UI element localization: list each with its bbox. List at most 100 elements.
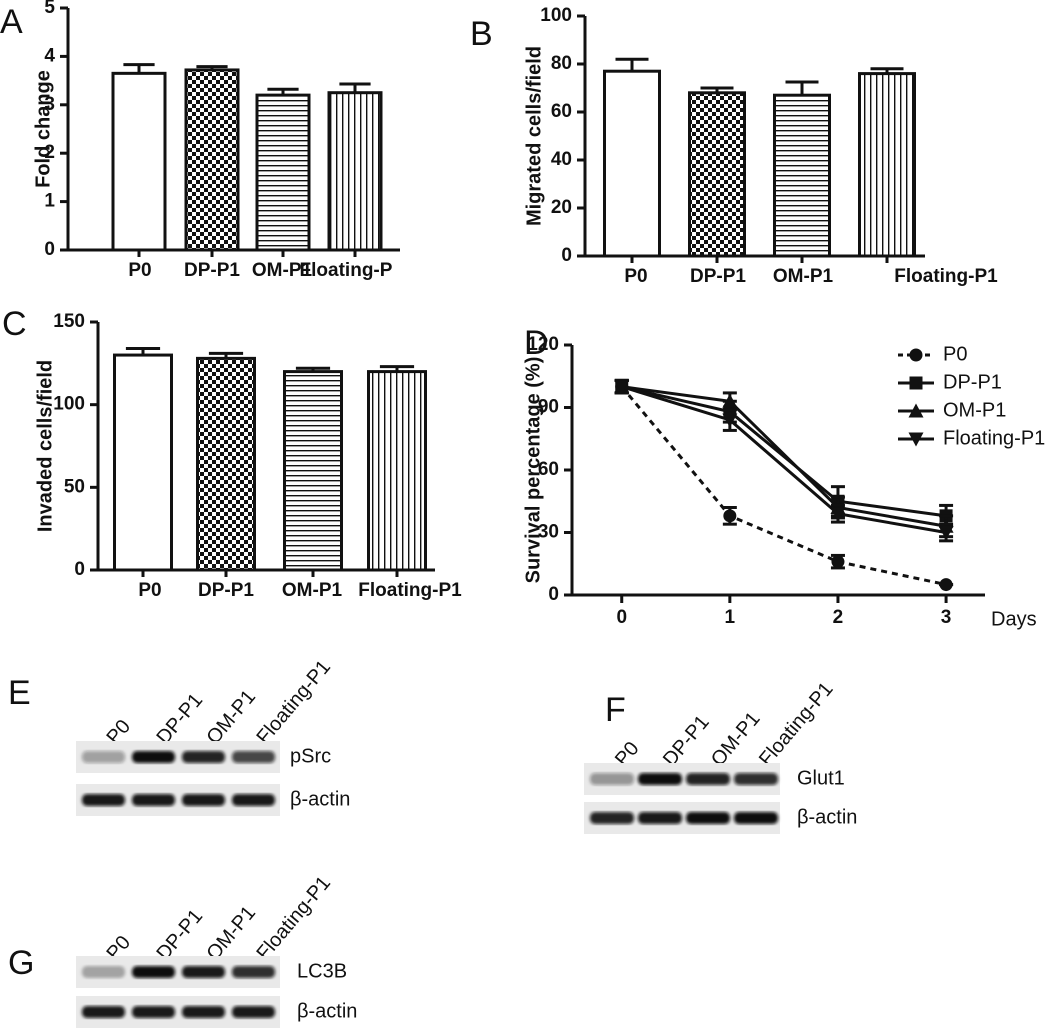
y-axis-label: Migrated cells/field bbox=[523, 46, 545, 226]
x-tick-label: Floating-P1 bbox=[894, 266, 998, 287]
x-tick-label: P0 bbox=[624, 266, 647, 287]
series-line bbox=[621, 385, 947, 518]
bar bbox=[255, 93, 311, 252]
panel-letter: A bbox=[0, 3, 23, 41]
panel-letter: E bbox=[8, 674, 31, 712]
bar bbox=[196, 356, 256, 572]
x-tick-label: OM-P1 bbox=[252, 260, 313, 281]
legend-label: DP-P1 bbox=[943, 371, 1002, 393]
y-tick-label: 1 bbox=[44, 191, 55, 212]
bar bbox=[603, 69, 661, 258]
point bbox=[722, 413, 738, 428]
y-tick-label: 0 bbox=[548, 584, 559, 605]
lane-label: DP-P1 bbox=[659, 711, 714, 770]
x-axis-label: Days bbox=[991, 608, 1037, 630]
x-tick-label: OM-P1 bbox=[282, 580, 343, 601]
x-tick-label: 3 bbox=[941, 607, 952, 628]
lane-label: Floating-P1 bbox=[253, 872, 336, 964]
bar bbox=[113, 353, 173, 572]
x-tick-label: DP-P1 bbox=[184, 260, 240, 281]
bar bbox=[327, 91, 383, 252]
y-tick-label: 2 bbox=[44, 142, 55, 163]
point bbox=[830, 507, 846, 522]
band-label: Glut1 bbox=[797, 767, 845, 789]
y-tick-label: 60 bbox=[551, 101, 572, 122]
blot-band bbox=[232, 794, 275, 806]
lane-label: OM-P1 bbox=[203, 686, 261, 749]
blot-band bbox=[182, 794, 225, 806]
y-tick-label: 0 bbox=[74, 559, 85, 580]
y-tick-label: 150 bbox=[53, 311, 85, 332]
y-tick-label: 0 bbox=[561, 245, 572, 266]
blot-band bbox=[638, 812, 682, 824]
x-tick-label: P0 bbox=[138, 580, 161, 601]
y-tick-label: 5 bbox=[44, 0, 55, 18]
y-tick-label: 40 bbox=[551, 149, 572, 170]
blot-band bbox=[132, 966, 175, 978]
legend-label: Floating-P1 bbox=[943, 427, 1045, 449]
blot-band bbox=[132, 1006, 175, 1018]
lane-label: OM-P1 bbox=[707, 708, 765, 771]
y-axis-label: Fold change bbox=[32, 70, 54, 188]
y-tick-label: 3 bbox=[44, 94, 55, 115]
y-tick-label: 90 bbox=[538, 397, 559, 418]
point bbox=[939, 578, 953, 592]
x-tick-label: OM-P1 bbox=[773, 266, 834, 287]
bar bbox=[111, 71, 167, 252]
legend-label: OM-P1 bbox=[943, 399, 1006, 421]
panel-letter: F bbox=[605, 691, 626, 729]
blot-band bbox=[734, 812, 778, 824]
y-tick-label: 120 bbox=[527, 334, 559, 355]
x-tick-label: DP-P1 bbox=[690, 266, 746, 287]
series-line bbox=[621, 385, 947, 528]
series-line bbox=[620, 385, 947, 587]
lane-label: OM-P1 bbox=[203, 902, 261, 965]
blot-band bbox=[182, 966, 225, 978]
x-tick-label: 0 bbox=[616, 607, 627, 628]
y-axis-label: Survival percentage (%) bbox=[522, 357, 544, 584]
y-tick-label: 100 bbox=[540, 5, 572, 26]
x-tick-label: P0 bbox=[128, 260, 151, 281]
point bbox=[614, 380, 630, 395]
y-tick-label: 60 bbox=[538, 459, 559, 480]
legend-marker bbox=[908, 432, 924, 447]
blot-band bbox=[82, 1006, 125, 1018]
lane-label: DP-P1 bbox=[153, 689, 208, 748]
band-label: β-actin bbox=[797, 806, 857, 828]
blot-band bbox=[232, 1006, 275, 1018]
legend-label: P0 bbox=[943, 343, 967, 365]
bar bbox=[773, 93, 831, 258]
blot-band bbox=[182, 1006, 225, 1018]
blot-band bbox=[82, 966, 125, 978]
lane-label: DP-P1 bbox=[153, 905, 208, 964]
blot-band bbox=[232, 966, 275, 978]
y-tick-label: 80 bbox=[551, 53, 572, 74]
point bbox=[938, 526, 954, 540]
legend-marker bbox=[909, 348, 923, 362]
bar bbox=[367, 370, 427, 572]
bar bbox=[184, 68, 240, 252]
x-tick-label: 2 bbox=[833, 607, 844, 628]
panel-letter: D bbox=[524, 324, 549, 362]
blot-band bbox=[590, 812, 634, 824]
y-tick-label: 4 bbox=[44, 45, 55, 66]
point bbox=[723, 509, 737, 523]
band-label: β-actin bbox=[290, 788, 350, 810]
x-tick-label: Floating-P1 bbox=[358, 580, 462, 601]
blot-band bbox=[132, 751, 175, 763]
blot-band bbox=[638, 773, 682, 785]
blot-band bbox=[686, 812, 730, 824]
y-tick-label: 20 bbox=[551, 197, 572, 218]
x-tick-label: 1 bbox=[725, 607, 736, 628]
blot-band bbox=[232, 751, 275, 763]
band-label: LC3B bbox=[297, 960, 347, 982]
point bbox=[722, 393, 738, 408]
y-tick-label: 30 bbox=[538, 522, 559, 543]
x-tick-label: DP-P1 bbox=[198, 580, 254, 601]
panel-letter: C bbox=[2, 305, 27, 343]
lane-label: Floating-P1 bbox=[755, 678, 838, 770]
legend-marker bbox=[909, 376, 923, 390]
blot-band bbox=[132, 794, 175, 806]
blot-band bbox=[734, 773, 778, 785]
